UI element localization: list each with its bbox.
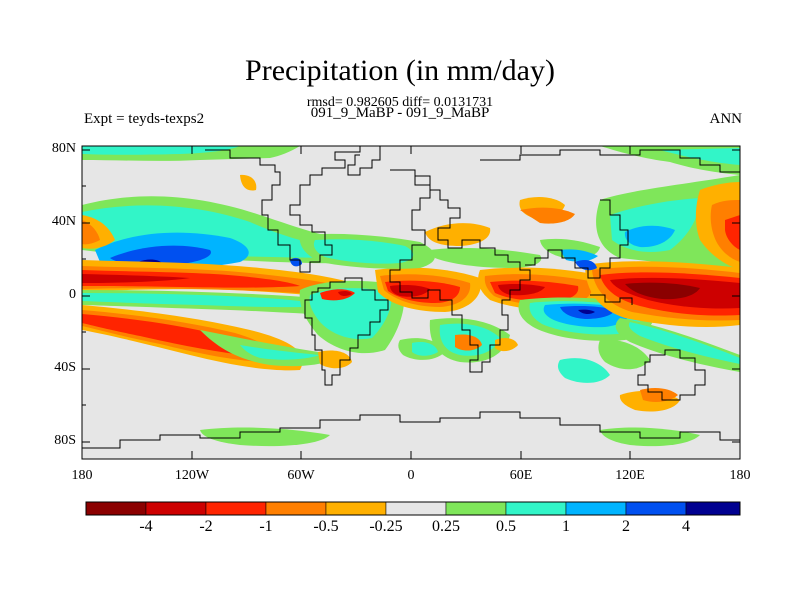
lon-label-0: 0 (407, 468, 415, 483)
map-title: Precipitation (in mm/day) (245, 54, 555, 87)
colorbar-label-7: 0.5 (496, 518, 516, 535)
colorbar (85, 501, 741, 516)
lon-label-180e: 180 (729, 468, 751, 483)
subtitle: 091_9_MaBP - 091_9_MaBP (310, 105, 490, 121)
colorbar-bin-10 (625, 501, 687, 516)
colorbar-label-1: -4 (139, 518, 153, 535)
colorbar-bin-5 (325, 501, 387, 516)
lat-label-0: 0 (69, 287, 76, 302)
colorbar-label-6: 0.25 (432, 518, 460, 535)
experiment-label: Expt = teyds-texps2 (84, 111, 205, 127)
lat-label-80s: 80S (54, 433, 76, 448)
lon-label-180w: 180 (71, 468, 93, 483)
colorbar-label-5: -0.25 (369, 518, 403, 535)
colorbar-label-10: 4 (682, 518, 690, 535)
stats-line: rmsd= 0.982605 diff= 0.0131731 (306, 95, 494, 110)
colorbar-label-4: -0.5 (313, 518, 339, 535)
lat-label-40n: 40N (51, 214, 76, 229)
colorbar-bin-1 (85, 501, 147, 516)
colorbar-bin-11 (685, 501, 741, 516)
lon-label-60e: 60E (509, 468, 533, 483)
colorbar-label-2: -2 (199, 518, 213, 535)
colorbar-bin-2 (145, 501, 207, 516)
colorbar-label-8: 1 (562, 518, 570, 535)
colorbar-bin-3 (205, 501, 267, 516)
lat-label-40s: 40S (54, 360, 76, 375)
lat-label-80n: 80N (51, 141, 76, 156)
colorbar-label-9: 2 (622, 518, 630, 535)
colorbar-bin-6 (385, 501, 447, 516)
lon-label-120w: 120W (174, 468, 210, 483)
colorbar-bin-7 (445, 501, 507, 516)
colorbar-label-3: -1 (259, 518, 273, 535)
lon-label-60w: 60W (287, 468, 315, 483)
coastlines (82, 146, 740, 449)
lon-label-120e: 120E (615, 468, 645, 483)
precipitation-field (82, 146, 740, 459)
colorbar-bin-9 (565, 501, 627, 516)
colorbar-bin-8 (505, 501, 567, 516)
period-label: ANN (709, 111, 743, 127)
colorbar-bin-4 (265, 501, 327, 516)
axis-ticks (82, 146, 740, 459)
